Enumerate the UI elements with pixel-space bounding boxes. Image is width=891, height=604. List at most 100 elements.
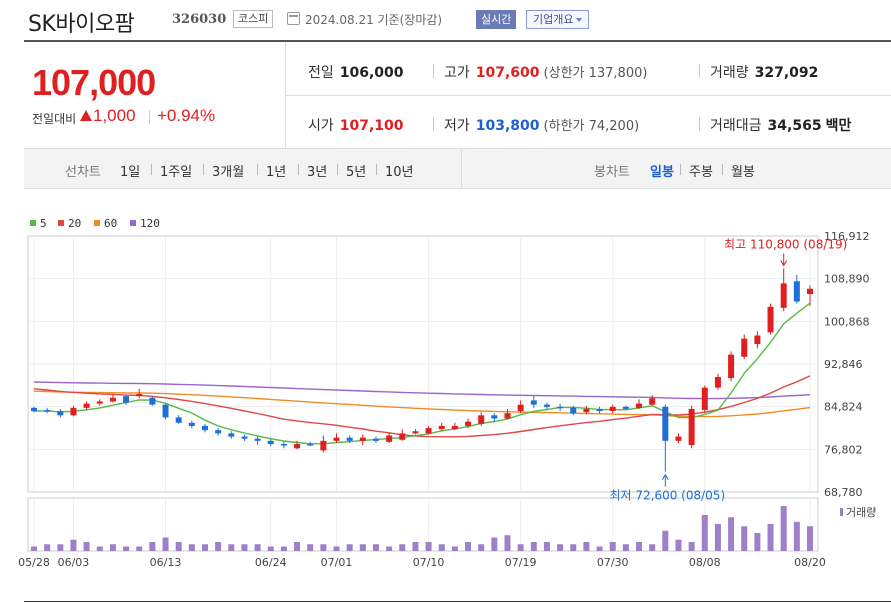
volume-bar	[175, 542, 182, 551]
candle-body	[386, 435, 393, 442]
candlestick-chart[interactable]: 5 20 60 120 116,912 108,890 100,868 92,846 8…	[0, 205, 891, 604]
y-tick-label: 100,868	[824, 315, 870, 328]
volume-value: 327,092	[754, 65, 819, 81]
y-tick-label: 116,912	[824, 230, 870, 243]
company-overview-dropdown[interactable]: 기업개요	[526, 10, 590, 29]
ma5-line	[34, 302, 811, 445]
low-label: 저가	[444, 118, 470, 134]
divider	[337, 164, 338, 175]
candle-body	[294, 444, 301, 449]
x-tick-label: 07/01	[321, 556, 353, 569]
change-amount-wrap: 1,000	[80, 106, 136, 126]
open-label: 시가	[308, 118, 334, 134]
candle-body	[136, 394, 143, 397]
period-daily[interactable]: 일봉	[650, 165, 674, 180]
prev-close-value: 106,000	[339, 65, 404, 81]
caret-down-icon	[576, 18, 583, 22]
volume-bar	[675, 539, 682, 551]
period-weekly[interactable]: 주봉	[689, 165, 713, 180]
volume-bar	[201, 544, 208, 551]
high-label: 고가	[444, 65, 470, 81]
amount-value: 34,565	[767, 118, 822, 134]
change-percent: +0.94%	[157, 106, 216, 125]
candle-body	[399, 433, 406, 440]
ma120-line	[33, 381, 811, 400]
stock-header: SK바이오팜 326030 코스피 2024.08.21 기준(장마감) 실시간…	[24, 0, 891, 40]
candle-body	[162, 404, 169, 418]
stock-code: 326030	[172, 12, 227, 27]
volume-bar	[346, 544, 353, 551]
y-tick-label: 84,824	[824, 401, 863, 414]
up-triangle-icon	[80, 110, 92, 121]
legend-ma60: 60	[94, 217, 117, 230]
volume-bar	[386, 546, 393, 551]
candle-body	[228, 433, 235, 437]
line-chart-label: 선차트	[65, 165, 101, 180]
candle-body	[149, 397, 156, 405]
divider	[298, 164, 299, 175]
volume-bar	[162, 537, 169, 551]
stat-open: 시가 107,100	[308, 115, 404, 135]
period-10y[interactable]: 10년	[385, 165, 414, 180]
candle-body	[767, 306, 774, 333]
candle-body	[267, 440, 274, 445]
legend-ma5: 5	[30, 217, 47, 230]
candle-body	[215, 430, 222, 434]
volume-bar	[557, 544, 564, 551]
candle-body	[583, 408, 590, 413]
x-tick-label: 06/03	[58, 556, 90, 569]
candle-body	[425, 428, 432, 434]
candle-body	[465, 421, 472, 426]
volume-bar	[109, 544, 116, 551]
period-3m[interactable]: 3개월	[212, 165, 245, 180]
divider	[722, 164, 723, 175]
divider	[286, 95, 891, 96]
candle-body	[412, 431, 419, 434]
candle-body	[333, 437, 340, 441]
ma60-line	[33, 390, 811, 418]
volume-bar	[372, 544, 379, 551]
volume-label: 거래량	[710, 65, 749, 81]
upper-limit: (상한가 137,800)	[543, 66, 648, 81]
y-tick-label: 68,780	[824, 486, 863, 499]
period-1w[interactable]: 1주일	[160, 165, 193, 180]
candle-body	[596, 408, 603, 412]
volume-bar	[570, 544, 577, 551]
candle-body	[543, 404, 550, 407]
candle-body	[280, 444, 287, 446]
current-price-panel: 107,000 전일대비 1,000 +0.94%	[24, 42, 286, 148]
high-arrow-head	[780, 260, 788, 267]
volume-bar	[609, 542, 616, 551]
candle-body	[675, 436, 682, 441]
volume-bar	[741, 526, 748, 551]
stat-high: 고가 107,600 (상한가 137,800)	[444, 62, 647, 82]
legend-swatch	[94, 220, 100, 226]
period-1d[interactable]: 1일	[120, 165, 141, 180]
period-3y[interactable]: 3년	[307, 165, 328, 180]
volume-bar	[320, 544, 327, 551]
volume-bar	[478, 544, 485, 551]
realtime-button[interactable]: 실시간	[476, 10, 517, 29]
candle-body	[83, 403, 90, 408]
candle-body	[609, 406, 616, 412]
candle-body	[109, 397, 116, 402]
volume-bar	[57, 544, 64, 551]
divider	[680, 164, 681, 175]
candle-body	[741, 338, 748, 357]
period-5y[interactable]: 5년	[346, 165, 367, 180]
period-1y[interactable]: 1년	[266, 165, 287, 180]
candle-body	[714, 377, 721, 388]
price-summary: 107,000 전일대비 1,000 +0.94% 전일 106,000 고가 10…	[24, 42, 891, 149]
volume-bar	[636, 542, 643, 551]
candle-body	[807, 288, 813, 295]
divider	[699, 117, 700, 131]
legend-ma5-label: 5	[40, 217, 47, 230]
volume-bar	[294, 542, 301, 551]
candle-body	[359, 437, 366, 441]
volume-bar	[622, 544, 629, 551]
candle-body	[780, 283, 787, 308]
candle-body	[649, 398, 656, 405]
volume-bar	[807, 526, 813, 551]
period-monthly[interactable]: 월봉	[731, 165, 755, 180]
candle-body	[201, 425, 208, 431]
